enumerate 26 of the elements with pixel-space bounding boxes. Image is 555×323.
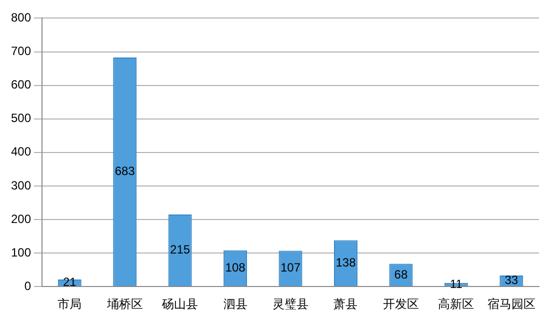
y-tick-label: 400 (10, 144, 32, 159)
data-label: 683 (114, 164, 136, 178)
data-label: 215 (170, 242, 190, 257)
data-label: 33 (504, 273, 518, 288)
x-tick-label: 砀山县 (161, 297, 198, 312)
y-tick-label: 800 (10, 10, 32, 25)
x-tick-label: 高新区 (438, 297, 474, 312)
x-tick-label: 灵璧县 (272, 297, 309, 312)
data-label: 68 (394, 267, 408, 282)
x-tick-label: 萧县 (334, 297, 358, 312)
y-tick-label: 500 (10, 111, 32, 126)
y-tick-label: 0 (24, 278, 32, 293)
x-tick-label: 开发区 (382, 297, 419, 312)
x-tick-label: 市局 (58, 297, 82, 312)
data-label: 108 (225, 260, 246, 275)
y-tick-label: 600 (10, 78, 32, 92)
y-tick-label: 300 (10, 178, 32, 192)
y-tick-label: 700 (10, 44, 32, 58)
x-tick-label: 埇桥区 (106, 297, 143, 312)
x-tick-label: 泗县 (223, 297, 248, 312)
data-label: 138 (336, 256, 356, 270)
x-tick-label: 宿马园区 (487, 297, 536, 312)
y-tick-label: 200 (10, 212, 32, 226)
data-label: 21 (62, 275, 77, 290)
y-tick-label: 100 (10, 245, 32, 260)
data-label: 107 (280, 260, 301, 275)
